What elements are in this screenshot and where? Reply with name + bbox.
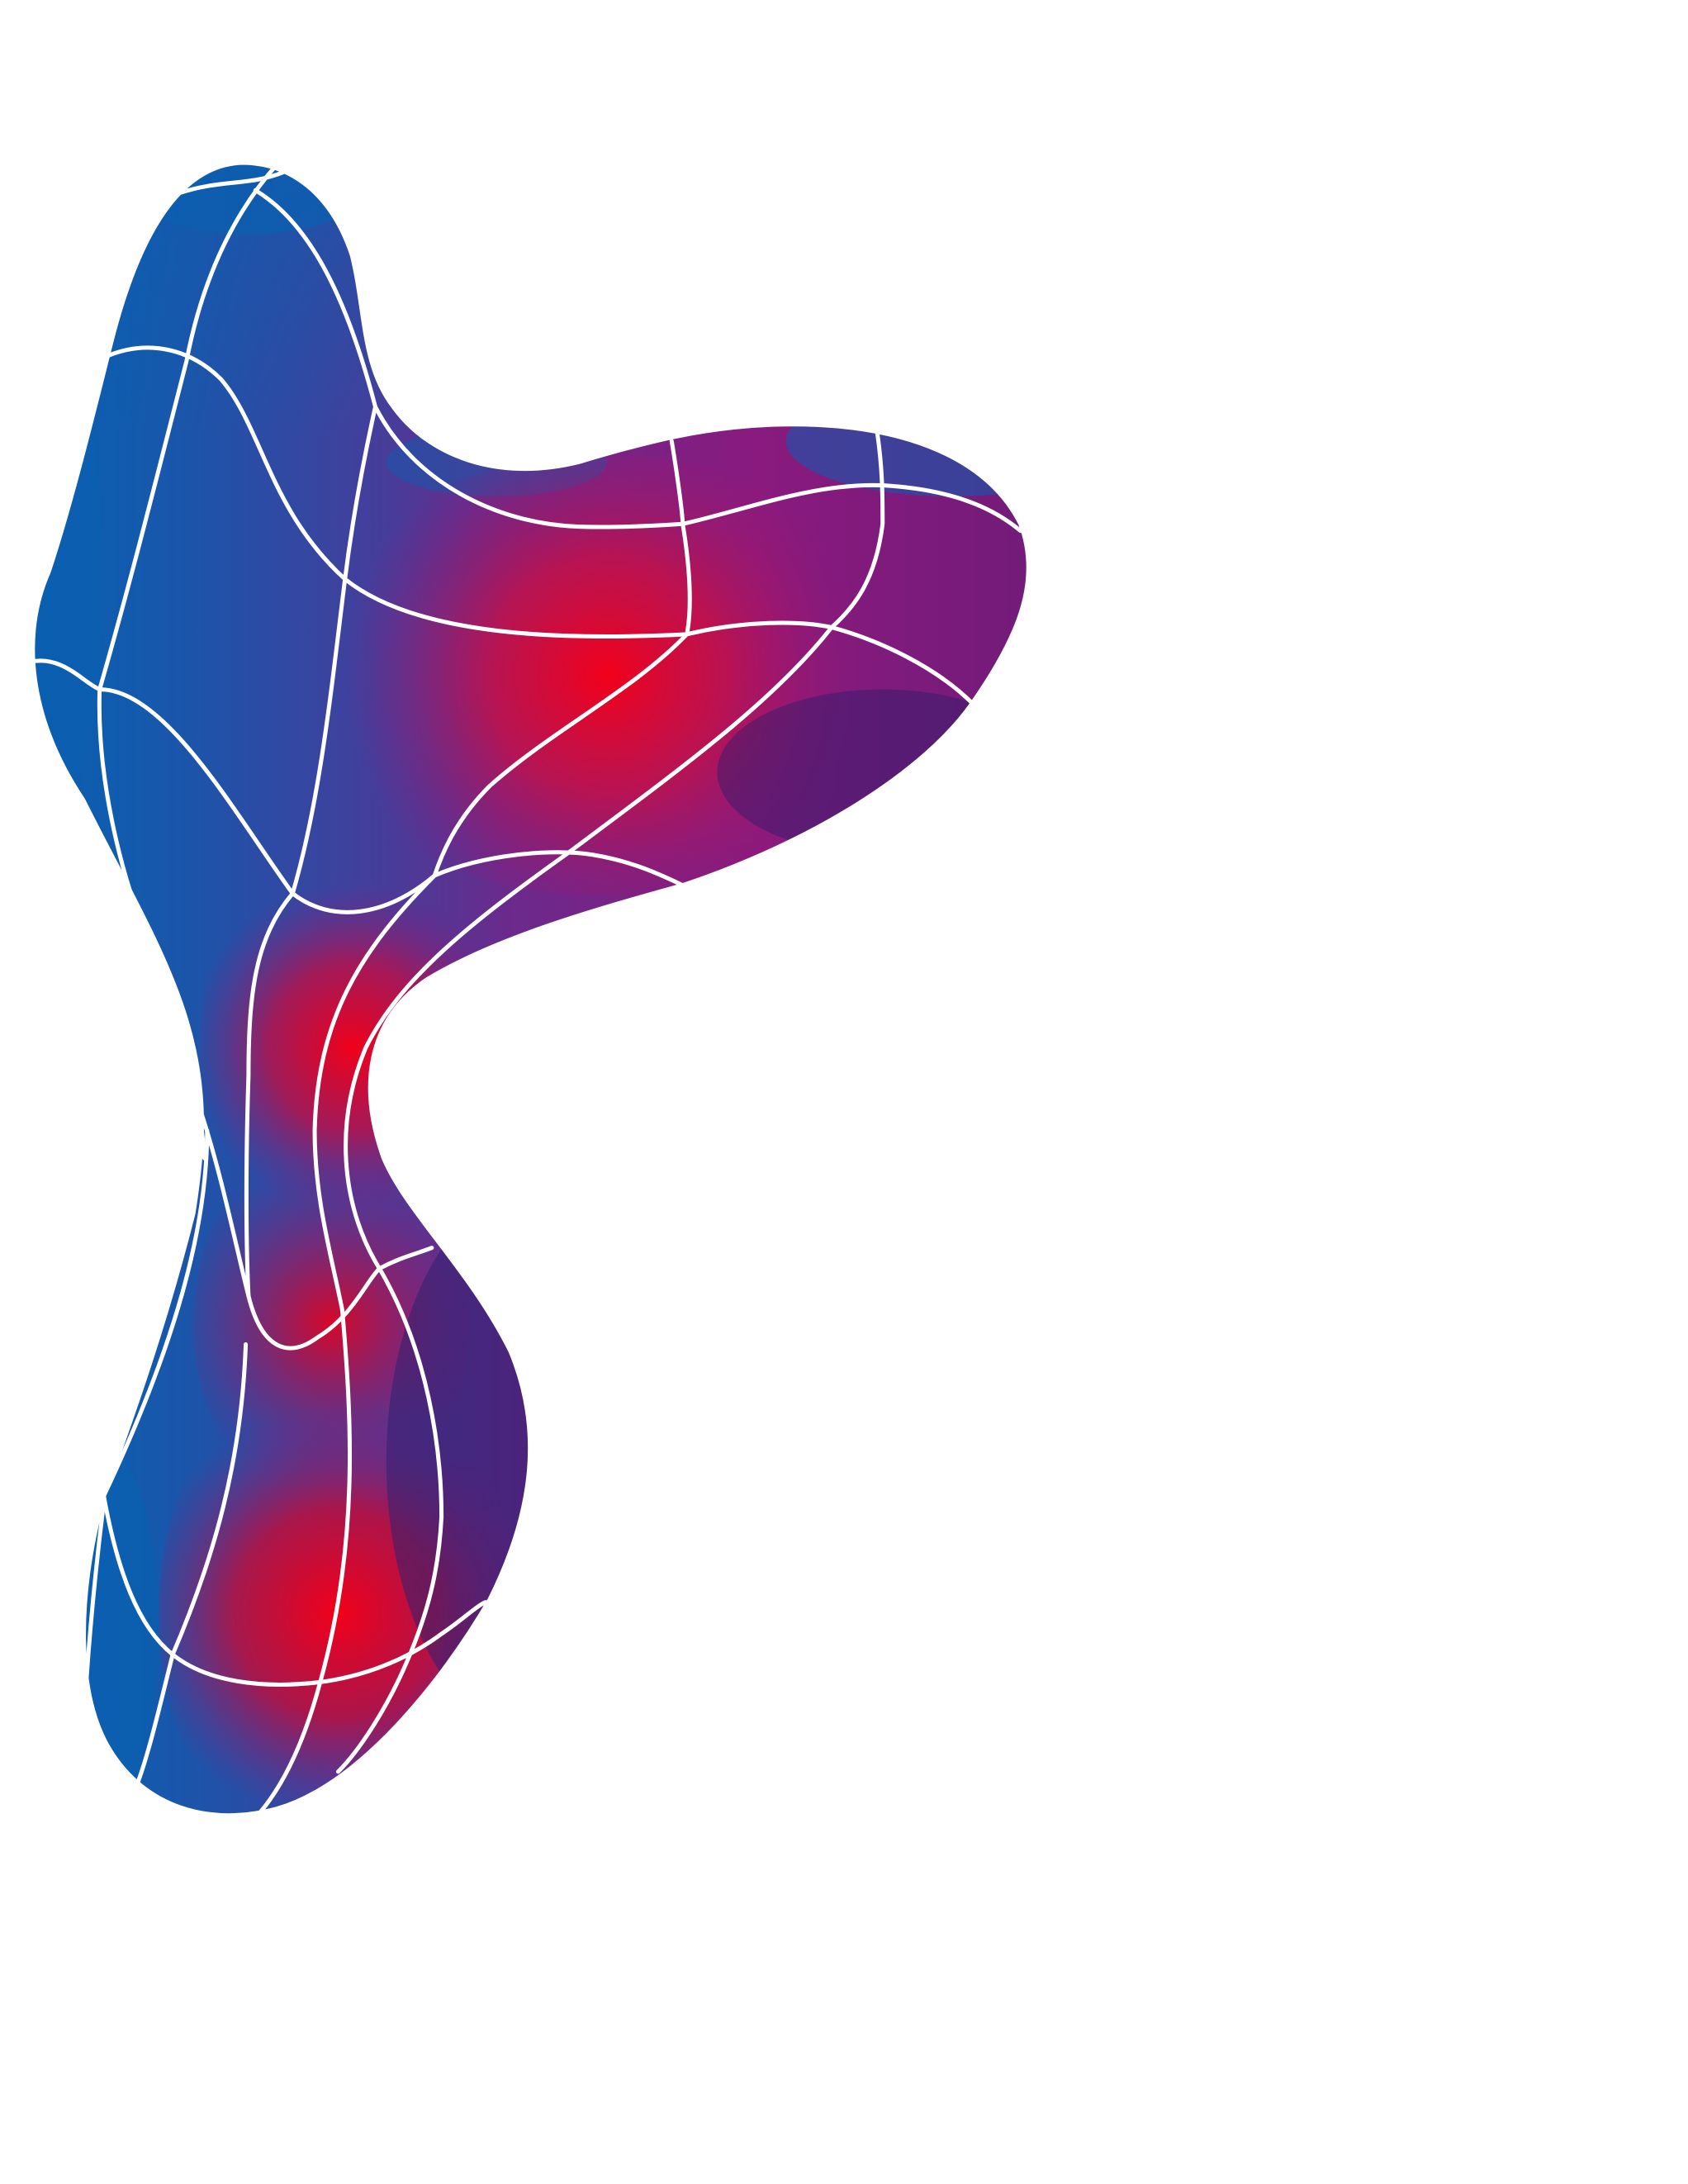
mesh-lines xyxy=(28,163,1028,1816)
